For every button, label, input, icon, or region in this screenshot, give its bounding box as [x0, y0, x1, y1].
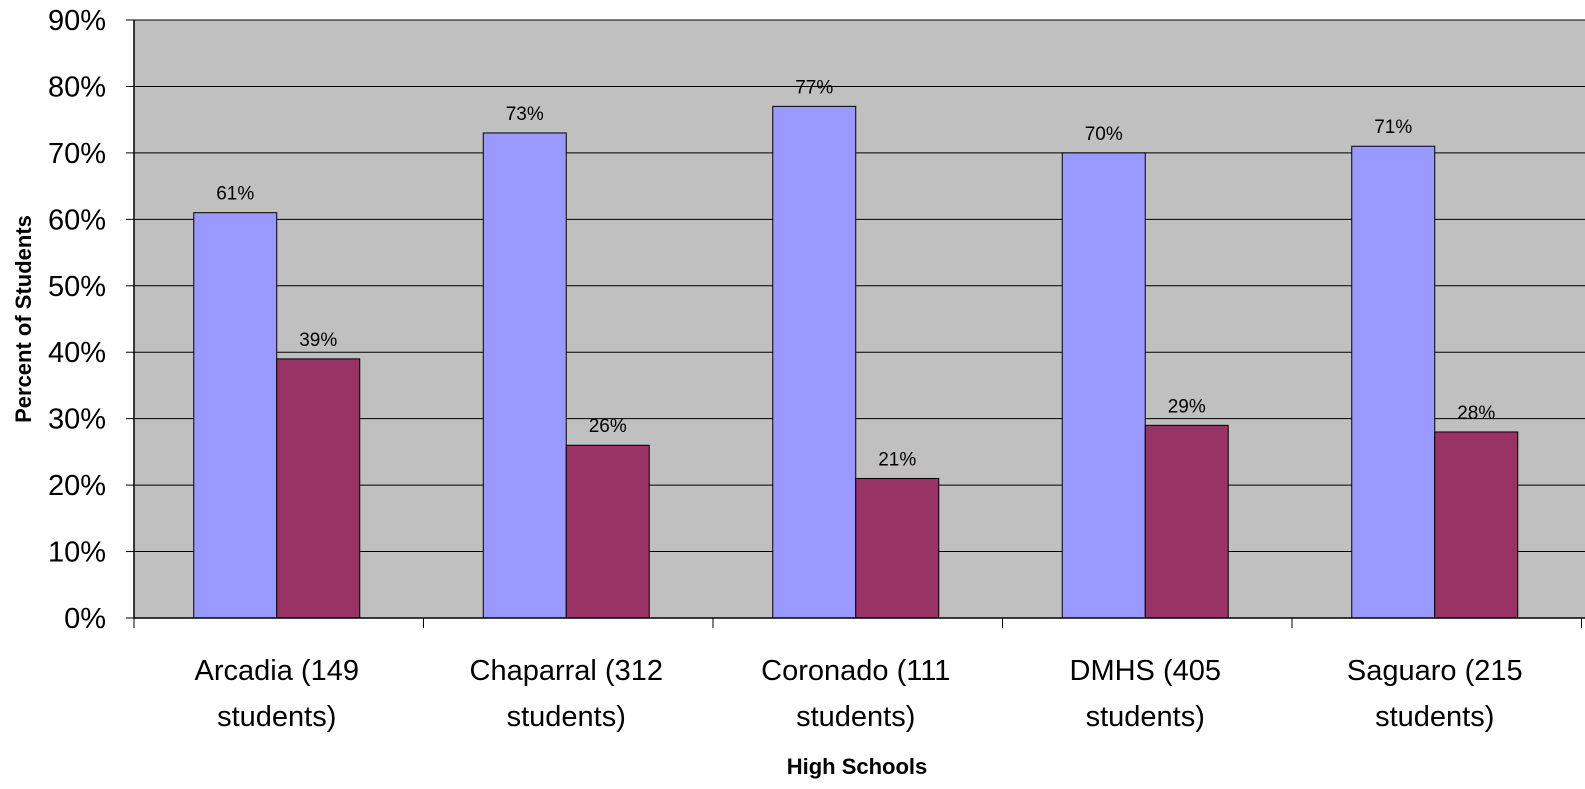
bar	[482, 132, 567, 619]
y-axis-title: Percent of Students	[11, 215, 36, 423]
y-tick-label: 40%	[48, 337, 106, 369]
axes: 0% 10% 20% 30% 40% 50% 60% 70% 80% 90% Arcadia (14…	[48, 5, 1585, 733]
y-tick-label: 30%	[48, 404, 106, 436]
y-tick-label: 20%	[48, 470, 106, 502]
y-tick-label: 0%	[64, 603, 106, 635]
y-tick-label: 80%	[48, 71, 106, 103]
x-category-label: DMHS (405	[1070, 655, 1222, 687]
bar	[1061, 152, 1146, 619]
data-label: 70%	[1085, 124, 1123, 145]
y-tick-label: 50%	[48, 271, 106, 303]
data-labels: 61% 39% 73% 26% 77% 21% 70% 29% 71% 28%	[216, 77, 1495, 470]
bar	[772, 105, 857, 619]
data-label: 73%	[506, 104, 544, 125]
y-tick-label: 90%	[48, 5, 106, 37]
bar	[565, 444, 650, 619]
y-tick-label: 10%	[48, 537, 106, 569]
bar	[193, 212, 278, 619]
bar	[1434, 431, 1519, 619]
data-label: 28%	[1457, 403, 1495, 424]
y-tick-label: 70%	[48, 138, 106, 170]
x-category-label: students)	[217, 701, 336, 733]
data-label: 77%	[795, 77, 833, 98]
data-label: 21%	[878, 449, 916, 470]
x-category-label: students)	[507, 701, 626, 733]
bars	[193, 105, 1519, 619]
data-label: 39%	[299, 330, 337, 351]
bar	[1144, 424, 1229, 619]
x-category-label: Coronado (111	[761, 655, 950, 687]
bar	[855, 477, 940, 619]
x-category-label: students)	[1086, 701, 1205, 733]
x-category-label: students)	[1375, 701, 1494, 733]
y-tick-label: 60%	[48, 204, 106, 236]
bar	[276, 358, 361, 619]
x-category-label: Chaparral (312	[470, 655, 663, 687]
data-label: 26%	[589, 416, 627, 437]
x-category-label: Saguaro (215	[1347, 655, 1523, 687]
data-label: 71%	[1374, 117, 1412, 138]
bar	[1351, 145, 1436, 619]
x-category-label: Arcadia (149	[195, 655, 359, 687]
x-category-label: students)	[796, 701, 915, 733]
data-label: 61%	[216, 184, 254, 205]
data-label: 29%	[1168, 396, 1206, 417]
x-axis-title: High Schools	[787, 754, 928, 779]
